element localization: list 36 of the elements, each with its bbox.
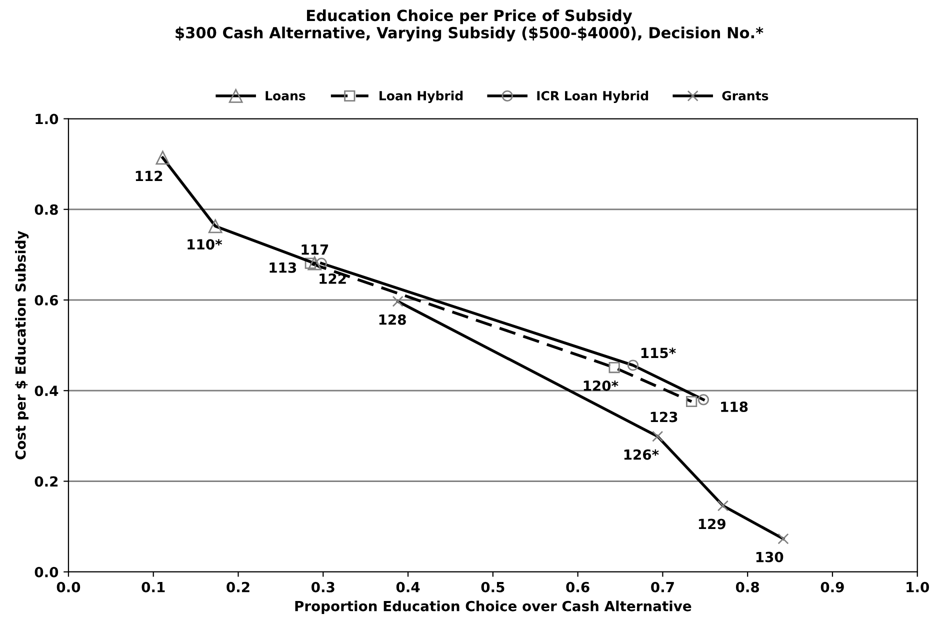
- y-tick-label: 0.6: [34, 294, 58, 306]
- legend-label: Loan Hybrid: [380, 90, 463, 103]
- x-tick-label: 1.0: [906, 582, 929, 592]
- annotation: 112: [136, 170, 162, 181]
- annotation: 120*: [584, 380, 618, 391]
- annotation: 130: [756, 552, 784, 562]
- x-tick-label: 0.6: [566, 582, 590, 592]
- y-tick-label: 0.8: [34, 204, 58, 215]
- x-tick-label: 0.0: [56, 582, 80, 592]
- x-tick-label: 0.9: [820, 582, 844, 592]
- x-tick-label: 0.7: [651, 582, 674, 592]
- annotation: 110*: [188, 239, 222, 250]
- annotation: 123: [650, 412, 678, 422]
- legend-label: ICR Loan Hybrid: [537, 90, 648, 103]
- x-tick-label: 0.3: [312, 582, 334, 592]
- y-axis-title: Cost per $ Education Subsidy: [15, 230, 29, 460]
- x-tick-label: 0.5: [481, 582, 504, 592]
- annotation: 113: [270, 262, 296, 273]
- annotation: 126*: [624, 449, 659, 460]
- y-tick-label: 0.2: [34, 476, 58, 487]
- x-tick-label: 0.4: [396, 582, 420, 592]
- x-tick-label: 0.2: [226, 582, 250, 592]
- legend-label: Grants: [722, 90, 768, 100]
- x-tick-label: 0.8: [736, 582, 760, 592]
- annotation: 117: [302, 244, 328, 255]
- annotation: 128: [379, 314, 406, 325]
- y-tick-label: 0.4: [34, 386, 58, 396]
- x-axis-title: Proportion Education Choice over Cash Alternative: [295, 600, 692, 614]
- annotation: 118: [721, 402, 748, 412]
- y-tick-label: 0.0: [34, 566, 58, 578]
- annotation: 129: [698, 518, 726, 530]
- annotation: 115*: [641, 348, 676, 358]
- y-tick-label: 1.0: [36, 114, 58, 124]
- x-tick-label: 0.1: [142, 582, 165, 592]
- chart-title: Education Choice per Price of Subsidy $300 Cash Alternative, Varying Subsidy ($500-$4000), Decision No.*: [176, 9, 764, 42]
- legend-label: Loans: [266, 91, 306, 100]
